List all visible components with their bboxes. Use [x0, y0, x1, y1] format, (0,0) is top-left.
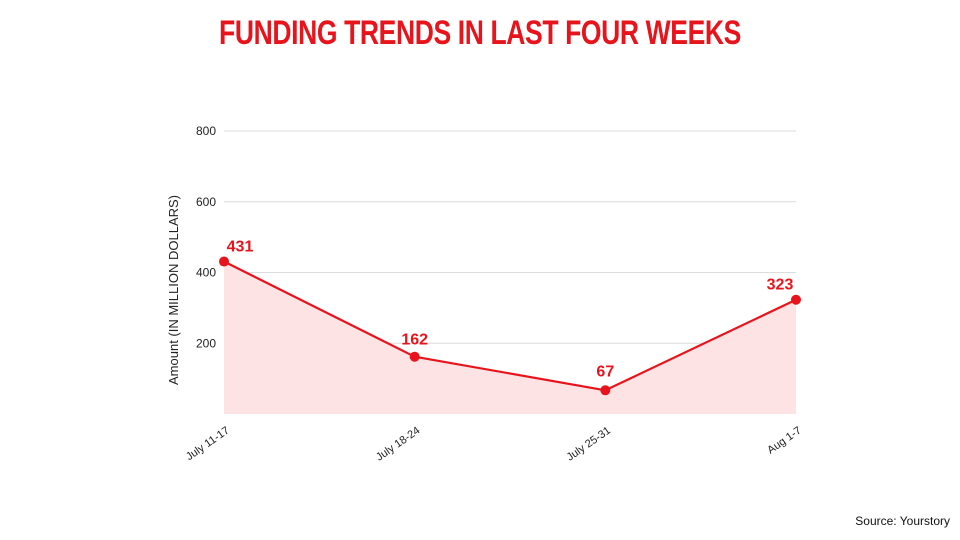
chart-title: FUNDING TRENDS IN LAST FOUR WEEKS — [219, 14, 741, 52]
x-tick-label: July 18-24 — [374, 425, 422, 464]
data-point-3 — [600, 385, 611, 396]
y-tick-label: 400 — [196, 266, 216, 280]
x-tick-label: July 11-17 — [184, 425, 232, 463]
x-tick-label: July 25-31 — [565, 425, 613, 464]
data-label-1: 431 — [227, 239, 254, 256]
y-tick-label: 600 — [196, 195, 216, 209]
area-layer — [224, 261, 796, 414]
x-tick-label: Aug 1-7 — [765, 425, 803, 457]
x-axis-ticks: July 11-17 July 18-24 July 25-31 Aug 1-7 — [184, 425, 804, 464]
data-point-1 — [219, 256, 229, 267]
line-layer — [223, 260, 797, 392]
data-label-layer: 431 162 67 323 — [227, 239, 794, 381]
y-axis-label: Amount (IN MILLION DOLLARS) — [166, 195, 181, 385]
data-label-2: 162 — [401, 332, 428, 349]
series-line — [223, 260, 797, 392]
point-layer — [219, 256, 801, 396]
source-note: Source: Yourstory — [855, 514, 950, 528]
data-label-3: 67 — [596, 363, 614, 380]
y-tick-label: 800 — [196, 124, 216, 138]
area-fill — [224, 261, 796, 414]
data-point-2 — [409, 351, 420, 362]
data-point-4 — [791, 294, 801, 305]
data-label-4: 323 — [767, 277, 794, 294]
y-axis-ticks: 200 400 600 800 — [196, 124, 216, 350]
y-tick-label: 200 — [196, 336, 216, 350]
